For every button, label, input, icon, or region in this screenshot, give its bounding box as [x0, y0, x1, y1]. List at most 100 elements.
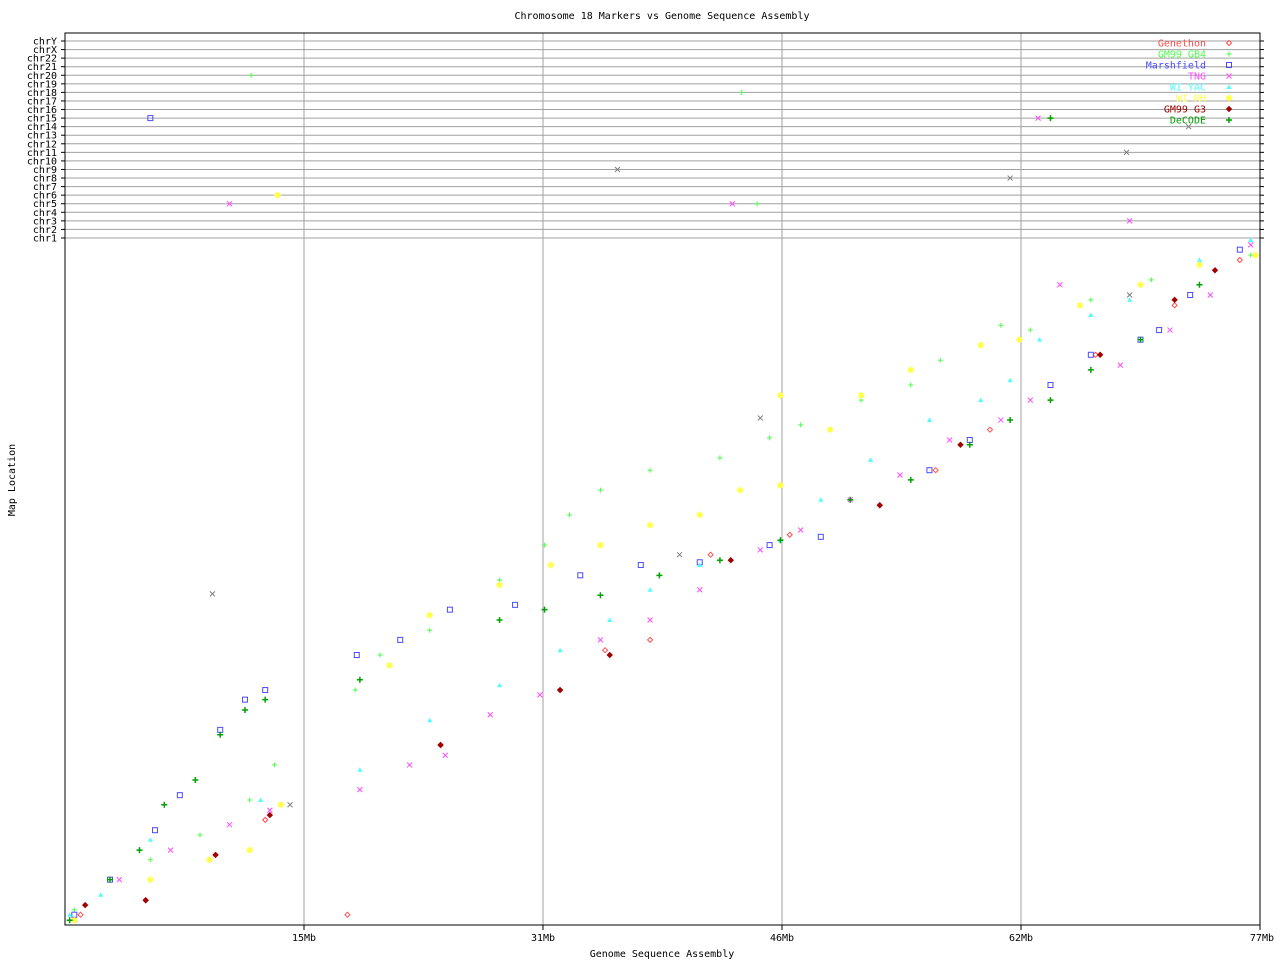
data-point-wi-rh: [696, 511, 704, 519]
data-point-gm99-gb4: [647, 467, 653, 473]
legend-label: TNG: [1188, 72, 1206, 83]
data-point-marshfield: [1087, 351, 1094, 358]
data-point-gm99-gb4: [798, 422, 804, 428]
legend-marker-genethon: [1225, 39, 1233, 47]
data-point-decode: [597, 592, 604, 599]
data-point-genethon: [707, 551, 714, 558]
data-point-gm99-g3: [727, 556, 734, 564]
data-point-tng: [696, 586, 703, 593]
data-point-tng: [1247, 242, 1254, 248]
y-tick-label-chr6: chr6: [33, 191, 57, 202]
data-point-gm99-gb4: [597, 487, 603, 493]
y-tick-label-chr18: chr18: [27, 88, 57, 99]
data-point-wi-yac: [427, 717, 433, 723]
data-point-gm99-gb4: [717, 455, 723, 461]
data-point-tng: [267, 807, 273, 814]
data-point-tng: [1167, 327, 1173, 333]
data-point-tng: [357, 786, 363, 793]
y-tick-label-chr10: chr10: [27, 156, 57, 167]
data-point-wi-yac: [1088, 312, 1094, 317]
x-tick-label: 15Mb: [292, 933, 316, 944]
y-tick-label-chr4: chr4: [33, 208, 57, 219]
y-tick-label-chr14: chr14: [27, 122, 57, 133]
data-point-wi-rh: [1015, 336, 1023, 344]
y-tick-label-chr8: chr8: [33, 174, 57, 185]
data-point-unlabeled: [1123, 149, 1130, 156]
data-point-decode: [966, 441, 973, 448]
data-point-gm99-gb4: [1027, 327, 1033, 333]
data-point-marshfield: [926, 467, 933, 474]
data-point-gm99-g3: [1096, 351, 1104, 358]
gridlines: [303, 33, 1261, 925]
data-point-gm99-g3: [876, 502, 883, 509]
y-axis-label: Map Location: [7, 444, 18, 516]
data-point-gm99-gb4: [352, 687, 358, 693]
other-chromosome-rows: chrYchrXchr22chr21chr20chr19chr18chr17ch…: [27, 37, 1264, 245]
y-tick-label-chr19: chr19: [27, 79, 57, 90]
data-point-genethon: [986, 426, 994, 433]
data-point-wi-yac: [497, 682, 503, 688]
data-point-marshfield: [1236, 246, 1243, 253]
data-point-marshfield: [1047, 382, 1054, 389]
data-point-decode: [262, 696, 269, 703]
data-point-unlabeled: [209, 591, 216, 597]
data-point-wi-rh: [246, 846, 254, 854]
data-point-wi-rh: [646, 521, 654, 529]
x-tick-label: 46Mb: [770, 933, 794, 944]
legend-label: Marshfield: [1146, 61, 1206, 72]
data-point-wi-rh: [1137, 281, 1144, 289]
data-point-gm99-gb4: [247, 797, 253, 803]
data-point-wi-rh: [1076, 301, 1084, 309]
data-point-wi-rh: [1195, 261, 1203, 269]
y-tick-label-chr12: chr12: [27, 139, 57, 150]
data-point-tng: [1027, 397, 1034, 403]
data-point-tng: [757, 547, 764, 553]
data-point-decode: [907, 476, 914, 483]
legend-label: Genethon: [1158, 39, 1206, 50]
legend-marker-gm99-gb4: [1226, 51, 1232, 57]
data-point-gm99-g3: [606, 651, 613, 659]
legend-label: WI YAC: [1170, 83, 1206, 94]
data-point-wi-rh: [596, 541, 604, 549]
data-point-genethon: [77, 911, 84, 918]
data-point-decode: [217, 731, 224, 738]
data-point-gm99-g3: [212, 851, 219, 859]
data-point-gm99-gb4: [739, 89, 745, 95]
data-point-tng: [1056, 281, 1063, 288]
data-point-wi-rh: [426, 611, 434, 619]
data-point-gm99-gb4: [767, 435, 773, 441]
data-point-genethon: [646, 636, 654, 644]
data-point-gm99-g3: [266, 811, 274, 819]
data-point-gm99-g3: [957, 441, 964, 448]
data-point-wi-rh: [1251, 251, 1259, 259]
data-point-gm99-gb4: [147, 857, 153, 863]
y-tick-label-chr17: chr17: [27, 96, 57, 107]
data-point-decode: [541, 606, 548, 613]
data-point-wi-yac: [357, 767, 363, 772]
x-tick-label: 62Mb: [1009, 933, 1033, 944]
data-point-tng: [226, 200, 233, 207]
data-point-gm99-g3: [1211, 267, 1219, 274]
y-tick-label-chr22: chr22: [27, 54, 57, 65]
data-point-tng: [116, 876, 123, 883]
data-point-wi-rh: [496, 581, 504, 589]
data-point-wi-yac: [818, 497, 824, 502]
data-point-wi-yac: [867, 457, 873, 462]
y-tick-label-chr21: chr21: [27, 62, 57, 73]
data-point-marshfield: [512, 601, 519, 608]
data-point-tng: [1207, 292, 1214, 298]
data-point-genethon: [261, 816, 269, 824]
data-point-tng: [167, 847, 174, 853]
data-point-marshfield: [397, 636, 404, 643]
data-point-tng: [1117, 362, 1124, 368]
data-point-decode: [192, 777, 199, 784]
data-point-decode: [847, 496, 854, 503]
legend-label: DeCODE: [1170, 116, 1206, 127]
chart-title: Chromosome 18 Markers vs Genome Sequence…: [514, 11, 809, 22]
data-point-decode: [1047, 397, 1054, 404]
y-tick-label-chr13: chr13: [27, 131, 57, 142]
data-point-wi-rh: [776, 481, 784, 489]
legend-marker-wi-yac: [1226, 84, 1232, 89]
